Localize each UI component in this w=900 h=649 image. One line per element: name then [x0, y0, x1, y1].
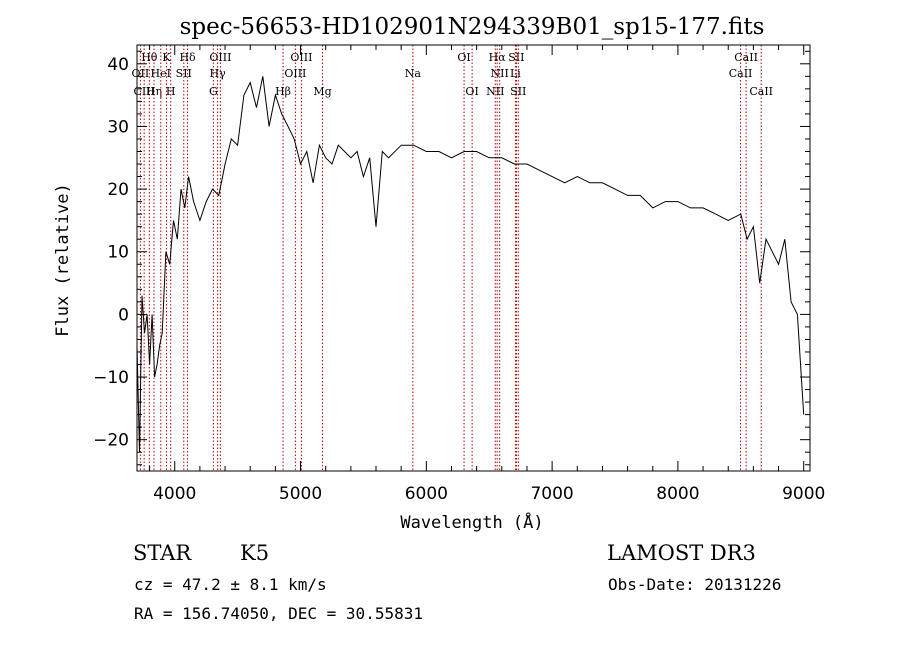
line-label-4: K	[162, 51, 171, 64]
line-label-23: NII	[486, 85, 504, 98]
y-axis: −20 −10 0 10 20 30 40	[93, 50, 810, 466]
x-tick-label: 9000	[782, 484, 825, 504]
y-tick-label: 10	[107, 243, 129, 263]
y-tick-label: 30	[107, 117, 129, 137]
x-tick-label: 4000	[153, 484, 196, 504]
line-label-10: Hγ	[210, 67, 227, 80]
line-label-27: CaII	[749, 85, 773, 98]
line-label-26: CaII	[729, 67, 753, 80]
line-label-13: OIII	[290, 51, 312, 64]
spectrum-line	[136, 76, 805, 453]
line-label-0: Hθ	[141, 51, 158, 64]
line-label-18: OI	[465, 85, 478, 98]
line-label-16: Na	[405, 67, 422, 80]
line-label-6: H	[166, 85, 176, 98]
line-label-14: OIII	[284, 67, 306, 80]
redshift-cz: cz = 47.2 ± 8.1 km/s	[134, 575, 327, 594]
line-label-5: HeI	[151, 67, 171, 80]
line-label-8: Hδ	[179, 51, 196, 64]
line-label-21: NII	[491, 67, 509, 80]
y-axis-label: Flux (relative)	[53, 183, 73, 337]
line-label-22: Li	[510, 67, 521, 80]
line-label-9: OIII	[209, 51, 231, 64]
line-label-20: SII	[508, 51, 524, 64]
line-label-11: G	[209, 85, 218, 98]
x-tick-label: 8000	[656, 484, 699, 504]
x-tick-label: 5000	[279, 484, 322, 504]
line-label-15: Mg	[313, 85, 331, 98]
x-axis: 4000 5000 6000 7000 8000 9000	[149, 45, 825, 504]
line-label-1: OII	[132, 67, 150, 80]
ra-dec: RA = 156.74050, DEC = 30.55831	[134, 604, 423, 623]
x-tick-label: 7000	[530, 484, 573, 504]
y-tick-label: 40	[107, 55, 129, 75]
line-label-12: Hβ	[275, 85, 291, 98]
line-label-19: Hα	[489, 51, 507, 64]
plot-frame	[136, 44, 811, 472]
line-label-24: SII	[510, 85, 526, 98]
line-label-17: OI	[457, 51, 470, 64]
observation-date: Obs-Date: 20131226	[608, 575, 782, 594]
y-tick-label: −10	[93, 368, 129, 388]
y-tick-label: 0	[118, 305, 129, 325]
x-axis-label: Wavelength (Å)	[400, 511, 543, 533]
chart-title: spec-56653-HD102901N294339B01_sp15-177.f…	[180, 14, 765, 40]
y-tick-label: −20	[93, 431, 129, 451]
line-label-25: CaII	[734, 51, 758, 64]
line-label-2: CIII	[133, 85, 154, 98]
y-tick-label: 20	[107, 180, 129, 200]
spectral-subclass: K5	[240, 541, 270, 565]
line-label-3: Hη	[146, 85, 162, 98]
object-class: STAR	[133, 541, 192, 565]
line-label-7: SII	[176, 67, 192, 80]
x-tick-label: 6000	[405, 484, 448, 504]
survey-name: LAMOST DR3	[607, 541, 756, 565]
